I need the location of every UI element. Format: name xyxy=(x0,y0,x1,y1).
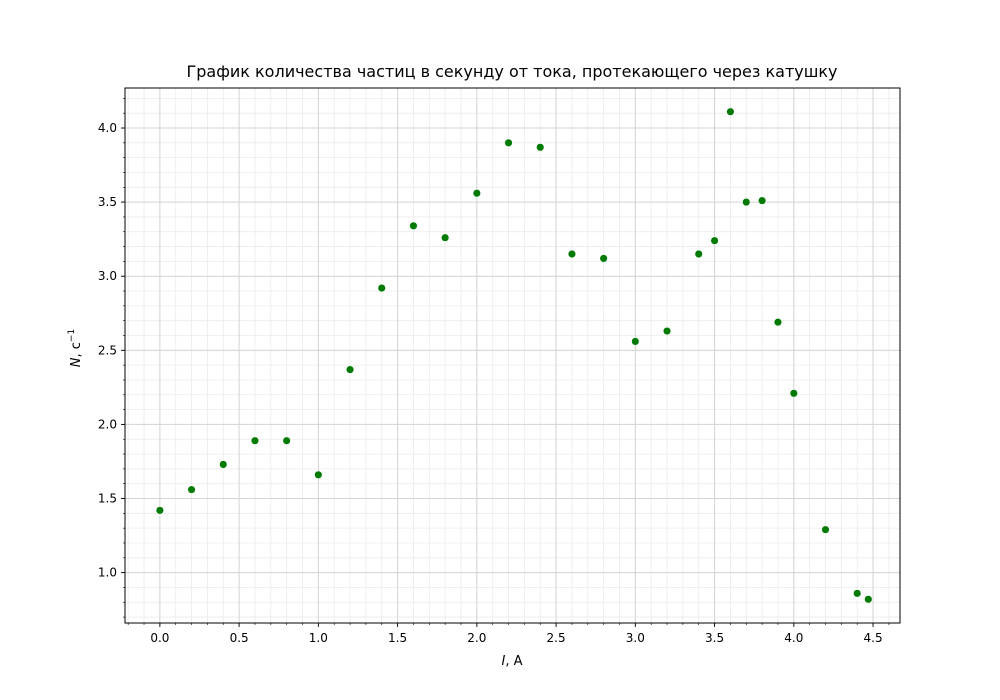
x-tick-label: 2.5 xyxy=(547,631,566,645)
y-tick-label: 3.0 xyxy=(98,269,117,283)
x-ticks: 0.0 0.5 1.0 1.5 2.0 2.5 3.0 3.5 4.0 4.5 xyxy=(127,623,890,645)
data-point xyxy=(789,389,798,398)
data-point xyxy=(250,436,260,445)
x-tick-label: 4.5 xyxy=(864,631,883,645)
x-tick-label: 1.0 xyxy=(309,631,328,645)
data-point xyxy=(567,249,576,259)
minor-grid xyxy=(125,88,900,623)
y-tick-label: 4.0 xyxy=(98,121,117,135)
data-point xyxy=(631,337,640,346)
data-point xyxy=(472,189,481,198)
data-point xyxy=(441,233,450,242)
y-axis-label-exp: −1 xyxy=(67,329,77,342)
y-tick-label: 1.5 xyxy=(98,492,117,506)
y-axis-label-unit: , с xyxy=(69,342,84,357)
y-axis-label-var: N xyxy=(69,357,84,367)
data-point xyxy=(773,318,783,327)
y-tick-label: 1.0 xyxy=(98,566,117,580)
x-axis-label: I, А xyxy=(501,654,522,669)
data-point xyxy=(662,326,672,336)
data-point xyxy=(187,485,196,494)
data-point xyxy=(821,525,830,534)
x-tick-label: 0.5 xyxy=(230,631,249,645)
data-point xyxy=(409,221,418,230)
x-tick-label: 4.0 xyxy=(784,631,803,645)
y-axis-label: N, с−1 xyxy=(67,329,84,367)
x-tick-label: 3.0 xyxy=(626,631,645,645)
data-point xyxy=(864,595,873,604)
y-tick-label: 2.5 xyxy=(98,343,117,357)
data-point xyxy=(346,365,355,374)
chart-title: График количества частиц в секунду от то… xyxy=(186,62,837,81)
data-point xyxy=(155,506,164,515)
data-point xyxy=(742,198,751,207)
data-point xyxy=(710,236,719,245)
x-tick-label: 1.5 xyxy=(388,631,407,645)
y-tick-label: 2.0 xyxy=(98,417,117,431)
major-grid xyxy=(125,88,900,623)
x-tick-label: 0.0 xyxy=(150,631,169,645)
data-point xyxy=(536,143,545,152)
x-tick-label: 2.0 xyxy=(467,631,486,645)
x-axis-label-var: I xyxy=(501,654,505,669)
x-tick-label: 3.5 xyxy=(705,631,724,645)
data-point xyxy=(504,138,513,147)
data-point xyxy=(282,436,291,445)
data-point xyxy=(599,254,608,263)
plot-frame xyxy=(124,87,901,624)
y-tick-label: 3.5 xyxy=(98,195,117,209)
x-axis-label-unit: , А xyxy=(505,654,522,669)
data-point xyxy=(758,196,767,205)
data-point xyxy=(314,470,323,479)
data-point xyxy=(219,460,228,469)
data-point xyxy=(377,284,386,293)
data-point xyxy=(853,589,862,598)
data-point xyxy=(694,249,703,259)
data-points xyxy=(155,107,873,604)
data-point xyxy=(726,107,735,116)
y-ticks: 1.0 1.5 2.0 2.5 3.0 3.5 4.0 xyxy=(98,98,125,618)
